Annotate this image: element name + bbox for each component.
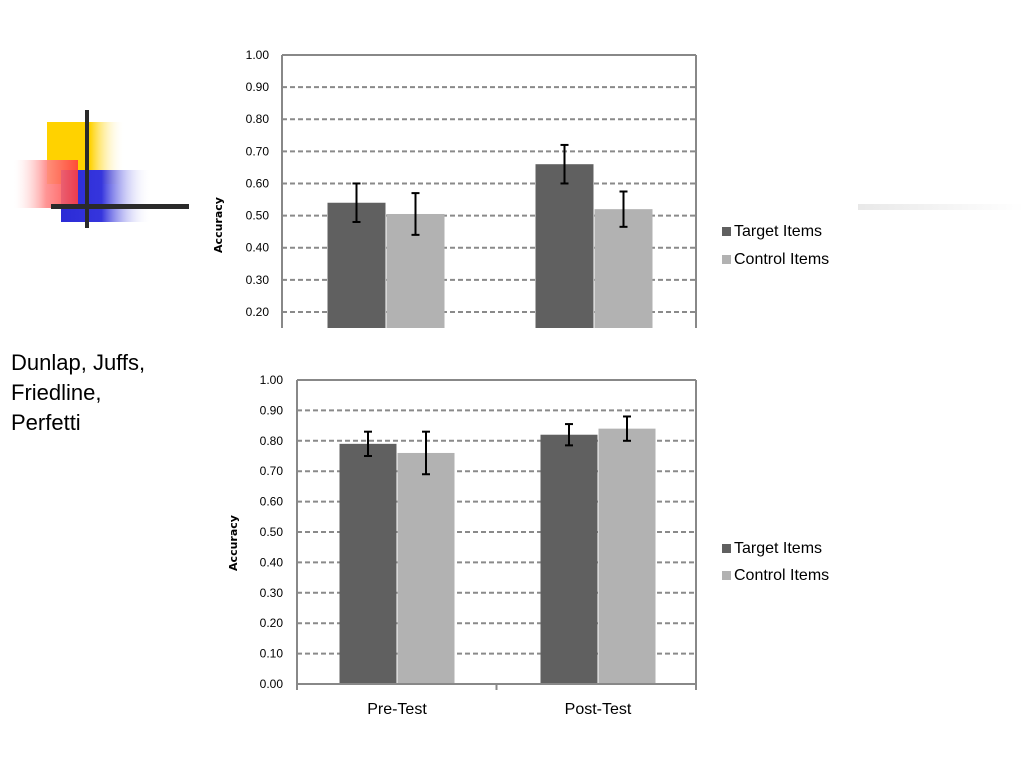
legend-swatch: [722, 255, 731, 264]
logo-vertical-bar: [85, 110, 89, 228]
y-tick-label: 0.80: [246, 112, 270, 126]
y-tick-label: 1.00: [260, 373, 284, 387]
y-tick-label: 0.70: [260, 464, 284, 478]
y-tick-label: 0.50: [260, 525, 284, 539]
y-axis-label: Accuracy: [212, 197, 225, 253]
bar-target-items-pre-test: [339, 443, 397, 683]
y-tick-label: 0.80: [260, 434, 284, 448]
logo-red-square: [14, 160, 78, 208]
y-tick-label: 0.40: [260, 555, 284, 569]
y-tick-label: 0.30: [260, 586, 284, 600]
legend-entry: Control Items: [734, 567, 829, 584]
chart-1: 0.20 0.30 0.40 0.50 0.60 0.70 0.80 0.90 1.00 Accu…: [212, 48, 829, 328]
y-tick-label: 1.00: [246, 48, 270, 62]
bar-target-items-post-test: [535, 164, 594, 328]
bar-target-items-post-test: [540, 434, 598, 683]
x-tick-label: Pre-Test: [367, 701, 427, 718]
y-tick-label: 0.40: [246, 241, 270, 255]
logo-horizontal-bar: [51, 204, 189, 209]
decorative-line: [858, 204, 1024, 210]
author-names: Dunlap, Juffs, Friedline, Perfetti: [11, 350, 146, 435]
y-tick-label: 0.90: [246, 80, 270, 94]
y-tick-label: 0.20: [246, 305, 270, 319]
legend-entry: Control Items: [734, 251, 829, 268]
bar-target-items-pre-test: [327, 202, 386, 328]
slide-logo: [14, 110, 189, 228]
y-tick-label: 0.90: [260, 403, 284, 417]
y-tick-label: 0.70: [246, 144, 270, 158]
y-tick-label: 0.00: [260, 677, 284, 691]
bar-control-items-post-test: [594, 209, 653, 328]
legend-swatch: [722, 227, 731, 236]
y-tick-label: 0.60: [260, 495, 284, 509]
y-tick-label: 0.10: [260, 647, 284, 661]
bar-control-items-post-test: [598, 428, 656, 683]
y-tick-label: 0.30: [246, 273, 270, 287]
y-axis-label: Accuracy: [227, 515, 240, 571]
legend-swatch: [722, 571, 731, 580]
chart-2: 0.00 0.10 0.20 0.30 0.40 0.50 0.60 0.70 0.80 0.90…: [227, 373, 829, 718]
x-tick-label: Post-Test: [565, 701, 632, 718]
legend-entry: Target Items: [734, 540, 822, 557]
y-tick-label: 0.20: [260, 616, 284, 630]
legend-entry: Target Items: [734, 223, 822, 240]
y-tick-label: 0.60: [246, 176, 270, 190]
y-tick-label: 0.50: [246, 209, 270, 223]
bar-control-items-pre-test: [397, 452, 455, 683]
legend-swatch: [722, 544, 731, 553]
